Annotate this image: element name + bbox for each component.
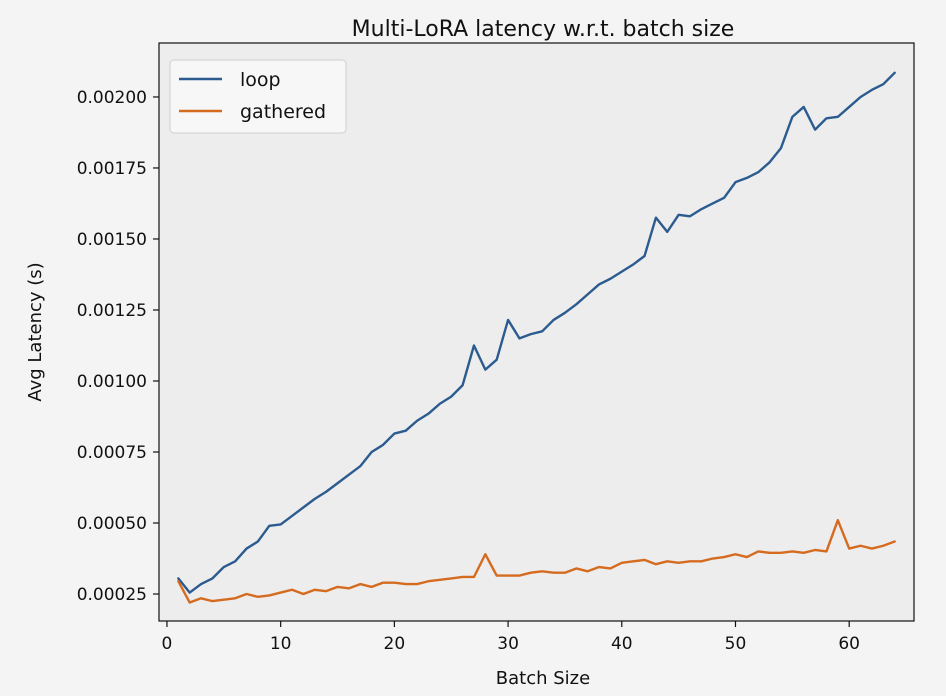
y-tick-label: 0.00150 <box>77 230 147 250</box>
y-tick-label: 0.00025 <box>77 585 147 605</box>
x-tick-label: 50 <box>725 634 747 654</box>
legend-label-gathered: gathered <box>240 101 326 123</box>
series-line-gathered <box>177 518 896 604</box>
series-layer <box>177 71 896 604</box>
y-axis-title: Avg Latency (s) <box>25 262 46 401</box>
x-tick-label: 10 <box>270 634 292 654</box>
x-tick-label: 0 <box>162 634 173 654</box>
x-tick-label: 60 <box>838 634 860 654</box>
y-tick-label: 0.00050 <box>77 514 147 534</box>
y-tick-label: 0.00100 <box>77 372 147 392</box>
x-tick-label: 20 <box>384 634 406 654</box>
y-axis: 0.00025 0.00050 0.00075 0.00100 0.00125 0.001… <box>77 88 159 605</box>
y-tick-label: 0.00175 <box>77 159 147 179</box>
x-axis-title: Batch Size <box>496 668 590 689</box>
chart-title: Multi-LoRA latency w.r.t. batch size <box>352 17 735 42</box>
x-tick-label: 30 <box>497 634 519 654</box>
x-axis: 0 10 20 30 40 50 60 <box>162 621 860 654</box>
y-tick-label: 0.00200 <box>77 88 147 108</box>
series-line-loop <box>177 71 896 594</box>
y-tick-label: 0.00125 <box>77 301 147 321</box>
legend: loop gathered <box>169 59 347 134</box>
y-tick-label: 0.00075 <box>77 443 147 463</box>
legend-label-loop: loop <box>240 69 281 91</box>
x-tick-label: 40 <box>611 634 633 654</box>
